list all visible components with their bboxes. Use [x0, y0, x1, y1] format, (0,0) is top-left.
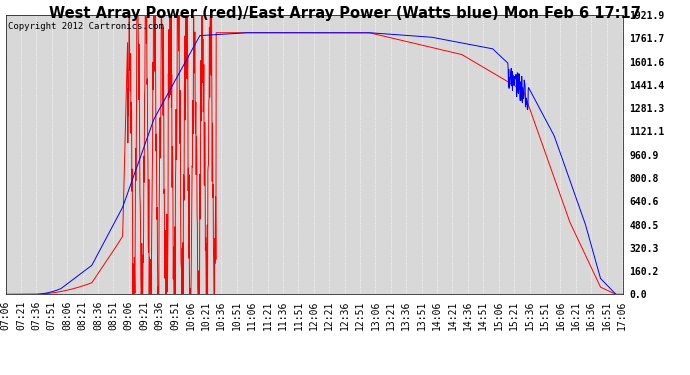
Text: West Array Power (red)/East Array Power (Watts blue) Mon Feb 6 17:17: West Array Power (red)/East Array Power …: [49, 6, 641, 21]
Text: Copyright 2012 Cartronics.com: Copyright 2012 Cartronics.com: [8, 22, 164, 31]
